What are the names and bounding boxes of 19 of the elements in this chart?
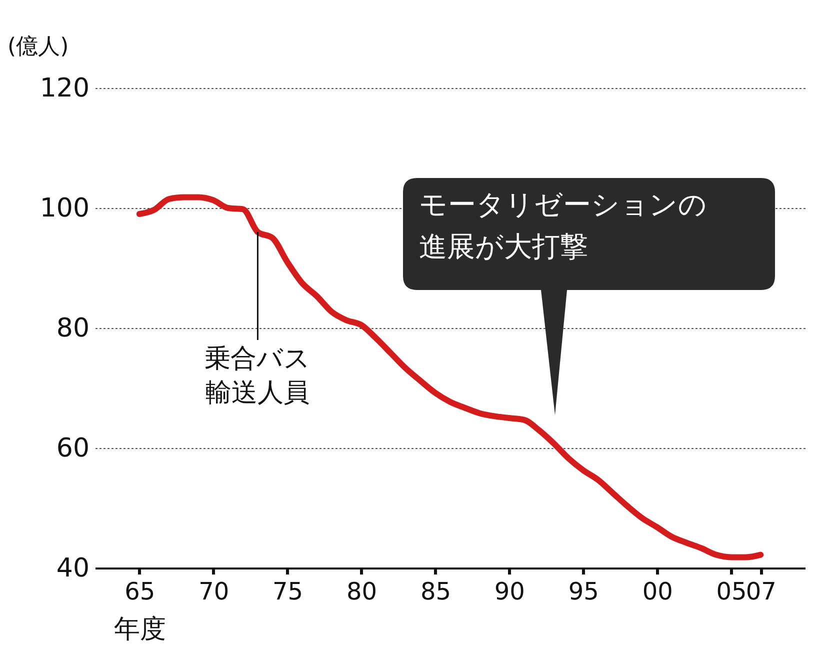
x-tick-label: 05	[716, 578, 747, 606]
x-tick-label: 90	[494, 578, 525, 606]
x-tick-label: 80	[346, 578, 378, 606]
x-tick-label: 07	[746, 578, 776, 606]
y-tick-label: 120	[40, 74, 90, 104]
y-tick-label: 100	[40, 194, 90, 224]
y-axis-title: (億人)	[8, 34, 69, 60]
x-tick-label: 00	[642, 578, 673, 606]
y-tick-label: 60	[56, 434, 90, 464]
x-tick-label: 70	[198, 578, 230, 606]
y-tick-label: 40	[56, 554, 90, 584]
x-axis-title: 年度	[114, 614, 166, 644]
series-label: 乗合バス輸送人員	[204, 344, 311, 408]
x-tick-label: 95	[568, 578, 599, 606]
x-tick-label: 85	[420, 578, 451, 606]
y-tick-label: 80	[56, 314, 90, 344]
x-tick-label: 75	[272, 578, 304, 606]
x-tick-label: 65	[124, 578, 156, 606]
annotation: モータリゼーションの進展が大打撃	[419, 188, 707, 263]
